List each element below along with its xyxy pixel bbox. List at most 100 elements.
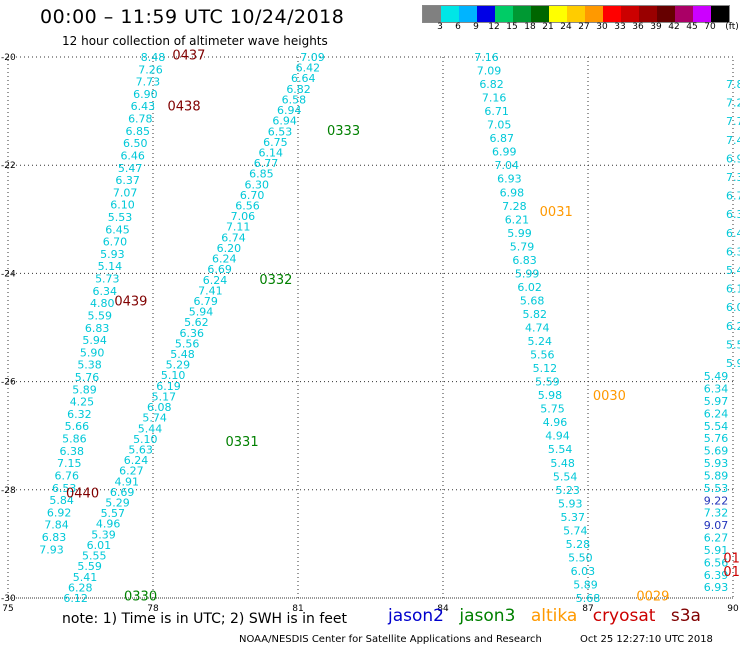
- legend-tick-label: 36: [632, 22, 644, 32]
- legend-tick-label: 3: [437, 22, 443, 32]
- wave-height-value: 5.48: [550, 457, 575, 470]
- lon-tick-label: 87: [582, 604, 593, 614]
- legend-swatch: [621, 6, 639, 22]
- wave-height-value: 6.77: [726, 190, 740, 203]
- wave-height-value: 4.25: [70, 396, 95, 409]
- wave-height-value: 5.56: [175, 337, 200, 350]
- legend-altika: altika: [530, 606, 578, 626]
- wave-height-value: 6.47: [726, 227, 740, 240]
- legend-s3a: s3a: [670, 606, 701, 626]
- wave-height-value: 5.10: [133, 433, 158, 446]
- wave-height-value: 5.55: [726, 338, 740, 351]
- wave-height-value: 4.80: [90, 297, 115, 310]
- wave-height-value: 5.89: [573, 578, 598, 591]
- wave-height-value: 6.03: [571, 565, 596, 578]
- wave-height-value: 7.16: [474, 51, 499, 64]
- wave-height-value: 5.90: [80, 346, 105, 359]
- wave-height-value: 6.38: [60, 445, 85, 458]
- pass-time-label: 0439: [114, 294, 147, 309]
- legend-tick-label: 45: [686, 22, 698, 32]
- wave-height-value: 9.22: [704, 494, 729, 507]
- legend-swatch: [675, 6, 693, 22]
- wave-height-value: 5.69: [704, 445, 729, 458]
- pass-time-label: 0437: [172, 48, 205, 63]
- wave-height-value: 5.62: [184, 316, 209, 329]
- wave-height-value: 5.50: [568, 551, 593, 564]
- wave-height-value: 6.27: [704, 532, 729, 545]
- wave-height-value: 5.47: [118, 162, 143, 175]
- legend-swatch: [495, 6, 513, 22]
- wave-height-value: 5.89: [72, 383, 97, 396]
- legend-swatch: [549, 6, 567, 22]
- lon-tick-label: 84: [437, 604, 449, 614]
- wave-height-value: 5.79: [510, 240, 535, 253]
- wave-height-value: 6.34: [726, 208, 740, 221]
- wave-height-value: 5.59: [87, 309, 112, 322]
- wave-height-value: 6.70: [240, 189, 265, 202]
- legend-tick-label: 42: [668, 22, 680, 32]
- wave-height-value: 5.68: [576, 592, 601, 605]
- wave-height-value: 6.69: [110, 486, 135, 499]
- legend-swatch: [423, 6, 441, 22]
- wave-height-value: 6.92: [47, 506, 72, 519]
- legend-tick-label: 30: [596, 22, 608, 32]
- legend-tick-label: 12: [488, 22, 500, 32]
- wave-height-value: 5.93: [704, 457, 729, 470]
- wave-height-value: 6.50: [123, 137, 148, 150]
- legend-swatch: [513, 6, 531, 22]
- wave-height-value: 7.05: [487, 119, 512, 132]
- wave-height-value: 5.84: [49, 494, 74, 507]
- wave-height-value: 5.99: [515, 267, 540, 280]
- wave-height-value: 5.29: [166, 359, 191, 372]
- wave-height-value: 5.66: [65, 420, 90, 433]
- wave-height-value: 6.56: [235, 200, 260, 213]
- legend-swatch: [711, 6, 729, 22]
- wave-height-value: 5.53: [704, 482, 729, 495]
- wave-height-value: 5.29: [105, 497, 130, 510]
- wave-height-value: 6.93: [497, 173, 522, 186]
- satellite-legend: jason2 jason3 altika cryosat s3a: [388, 606, 711, 626]
- wave-height-value: 5.17: [152, 390, 177, 403]
- wave-height-value: 6.94: [272, 115, 297, 128]
- wave-height-value: 7.15: [57, 457, 82, 470]
- wave-height-value: 5.94: [82, 334, 107, 347]
- wave-height-value: 5.10: [161, 369, 186, 382]
- wave-height-value: 6.53: [52, 482, 77, 495]
- wave-height-value: 6.70: [103, 236, 128, 249]
- wave-height-value: 4.96: [543, 416, 568, 429]
- wave-height-value: 5.37: [561, 511, 586, 524]
- wave-height-value: 6.12: [63, 592, 88, 605]
- wave-height-value: 6.28: [68, 581, 93, 594]
- pass-time-label: 0330: [124, 589, 157, 604]
- legend-swatch: [567, 6, 585, 22]
- legend-jason2: jason2: [388, 606, 444, 626]
- wave-height-value: 6.58: [282, 93, 307, 106]
- wave-height-value: 7.16: [482, 92, 507, 105]
- pass-time-label: 0031: [540, 205, 573, 220]
- wave-height-value: 7.32: [704, 507, 729, 520]
- wave-height-value: 6.20: [217, 242, 242, 255]
- wave-height-value: 5.54: [548, 443, 573, 456]
- wave-height-value: 5.74: [563, 524, 588, 537]
- wave-height-value: 4.94: [545, 430, 570, 443]
- legend-swatch: [639, 6, 657, 22]
- legend-tick-label: 70: [704, 22, 716, 32]
- wave-height-value: 6.01: [87, 539, 112, 552]
- wave-height-value: 5.63: [128, 443, 153, 456]
- wave-height-value: 5.76: [704, 432, 729, 445]
- wave-height-value: 5.82: [522, 308, 547, 321]
- wave-height-value: 6.78: [128, 113, 153, 126]
- pass-time-label: 01: [723, 565, 740, 580]
- color-scale-legend: [422, 5, 730, 23]
- wave-height-value: 5.93: [100, 248, 125, 261]
- wave-height-value: 6.24: [203, 274, 228, 287]
- wave-height-value: 5.56: [530, 349, 555, 362]
- wave-height-value: 7.07: [113, 186, 138, 199]
- wave-height-value: 5.28: [566, 538, 591, 551]
- wave-height-value: 5.23: [555, 484, 580, 497]
- wave-height-value: 5.53: [108, 211, 133, 224]
- legend-unit: (ft): [725, 22, 739, 32]
- map-frame: [7, 56, 734, 599]
- legend-swatch: [441, 6, 459, 22]
